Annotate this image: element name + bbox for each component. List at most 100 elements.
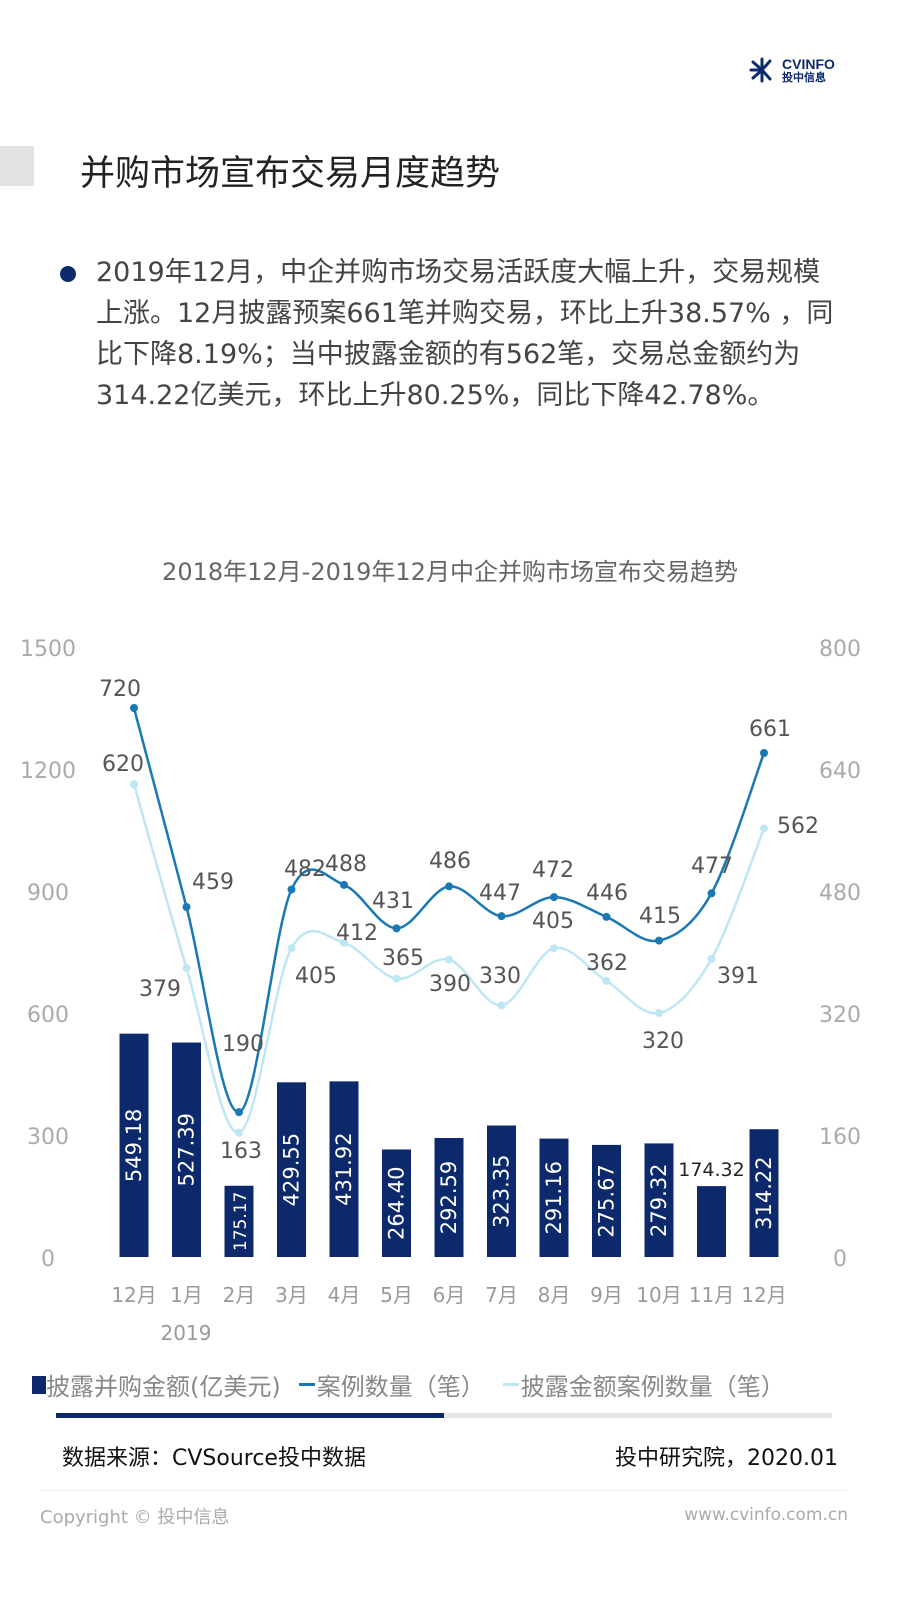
line-label: 412: [336, 921, 378, 946]
line-point: [340, 880, 348, 889]
line-point: [182, 903, 191, 912]
cvinfo-logo: CVINFO 投中信息: [748, 56, 835, 84]
progress-fill: [56, 1413, 444, 1418]
right-axis-tick: 800: [819, 637, 861, 662]
logo-burst-icon: [749, 57, 772, 83]
legend-line1-label: 案例数量（笔）: [316, 1373, 485, 1401]
right-axis-tick: 480: [819, 881, 861, 906]
bar-label: 174.32: [678, 1159, 744, 1181]
bar: [539, 1138, 569, 1257]
legend-bar-label: 披露并购金额(亿美元): [46, 1373, 281, 1401]
page-title: 并购市场宣布交易月度趋势: [80, 154, 501, 194]
bar: [592, 1144, 621, 1257]
line-label: 190: [222, 1032, 264, 1057]
x-axis-tick: 12月: [741, 1283, 786, 1307]
line-point: [235, 1108, 243, 1117]
bar-label: 431.92: [332, 1132, 356, 1205]
bar: [329, 1081, 359, 1257]
x-axis-tick: 9月: [590, 1283, 623, 1307]
line-label: 391: [717, 964, 759, 989]
line-point: [707, 954, 716, 963]
line-point: [655, 1009, 663, 1017]
line-label: 477: [691, 854, 733, 879]
line-point: [760, 748, 768, 757]
line-label: 390: [429, 972, 471, 997]
logo-name: CVINFO: [782, 55, 835, 72]
bar-label: 429.55: [280, 1133, 304, 1206]
line-label: 405: [295, 964, 337, 989]
bar-label: 264.40: [385, 1166, 409, 1239]
website-link[interactable]: www.cvinfo.com.cn: [684, 1505, 848, 1525]
institute-date: 投中研究院，2020.01: [615, 1446, 838, 1471]
x-axis-tick: 7月: [485, 1283, 518, 1307]
copyright: Copyright © 投中信息: [40, 1507, 230, 1528]
x-axis-tick: 11月: [689, 1283, 734, 1307]
x-axis-tick: 12月: [111, 1283, 156, 1307]
left-axis-tick: 1500: [20, 637, 76, 662]
line-label: 431: [372, 889, 414, 914]
chart: 0 0 300 160 600 320 900 480 1200 640 1500 800 12月 1月 2…: [20, 637, 861, 1345]
legend-line1: 案例数量（笔）: [298, 1367, 485, 1402]
line-label: 562: [777, 814, 819, 839]
line-label: 620: [102, 752, 144, 777]
progress-bar: [56, 1413, 832, 1418]
line-label: 447: [479, 881, 521, 906]
bar-label: 175.17: [231, 1192, 251, 1251]
line-point: [287, 885, 296, 894]
line-label: 486: [429, 849, 471, 874]
line-label: 488: [325, 852, 367, 877]
line-point: [550, 893, 558, 902]
bar-label: 549.18: [122, 1109, 146, 1182]
line-label: 330: [479, 964, 521, 989]
bar: [224, 1185, 254, 1257]
legend-line2: 披露金额案例数量（笔）: [502, 1367, 785, 1402]
legend-bar: 披露并购金额(亿美元): [32, 1367, 281, 1402]
left-axis-tick: 900: [27, 881, 69, 906]
line-point: [602, 976, 611, 985]
legend-bar-swatch-icon: [32, 1375, 46, 1394]
x-axis-year: 2019: [161, 1321, 212, 1345]
bar: [697, 1186, 726, 1257]
line-label: 405: [532, 909, 574, 934]
line-point: [550, 944, 558, 953]
line-point: [760, 824, 768, 833]
bar-label: 275.67: [595, 1164, 619, 1237]
legend-line2-label: 披露金额案例数量（笔）: [520, 1373, 785, 1401]
line-label: 661: [749, 717, 791, 742]
line-point: [497, 1001, 506, 1010]
bar-label: 314.22: [752, 1156, 776, 1229]
line-label: 163: [220, 1139, 262, 1164]
line-label: 459: [192, 870, 234, 895]
line-point: [340, 938, 348, 947]
line-point: [445, 955, 453, 964]
x-axis-tick: 1月: [170, 1283, 203, 1307]
x-axis-tick: 10月: [636, 1283, 681, 1307]
x-axis-tick: 8月: [538, 1283, 571, 1307]
line-label: 472: [532, 858, 574, 883]
right-axis-tick: 320: [819, 1003, 861, 1028]
line-point: [707, 889, 716, 898]
line-point: [182, 964, 191, 973]
bar-label: 279.32: [647, 1163, 671, 1236]
bar-label: 323.35: [490, 1155, 514, 1228]
x-axis-tick: 2月: [223, 1283, 256, 1307]
line-point: [130, 780, 138, 789]
data-source: 数据来源：CVSource投中数据: [62, 1446, 366, 1471]
right-axis-tick: 160: [819, 1125, 861, 1150]
line-point: [392, 974, 401, 983]
left-axis-tick: 600: [27, 1003, 69, 1028]
legend-line2-marker-icon: [502, 1383, 519, 1386]
right-axis-tick: 0: [833, 1247, 847, 1272]
bar: [749, 1129, 779, 1257]
line-label: 362: [586, 951, 628, 976]
line-point: [287, 944, 296, 953]
bar: [487, 1125, 516, 1257]
bar: [434, 1138, 464, 1257]
line-point: [445, 882, 453, 891]
bar: [382, 1149, 411, 1257]
legend-line1-marker-icon: [298, 1383, 315, 1386]
left-axis-tick: 0: [41, 1247, 55, 1272]
bar-label: 527.39: [175, 1113, 199, 1186]
summary-text: 2019年12月，中企并购市场交易活跃度大幅上升，交易规模上涨。12月披露预案6…: [96, 257, 834, 411]
